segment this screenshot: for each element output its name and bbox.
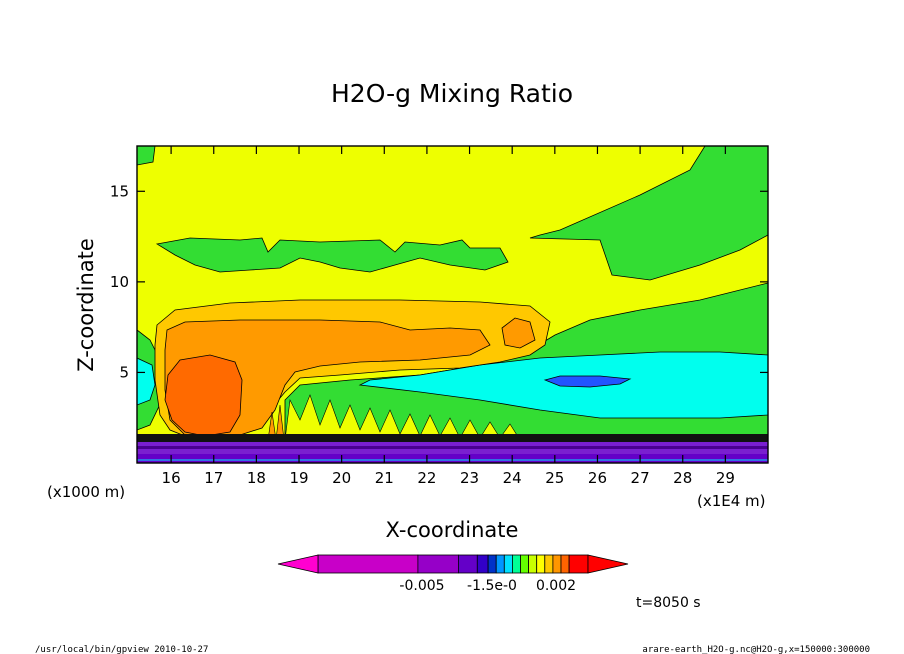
- x-unit-label: (x1000 m): [47, 483, 125, 501]
- chart-title: H2O-g Mixing Ratio: [331, 79, 573, 108]
- x-axis-label: X-coordinate: [386, 518, 519, 542]
- colorbar-segment: [476, 554, 489, 574]
- x-axis: 16 17 18 19 20 21 22 23 24 25 26 27 28 29: [162, 146, 735, 487]
- footer-right: arare-earth_H2O-g.nc@H2O-g,x=150000:3000…: [642, 645, 870, 654]
- colorbar-segment: [536, 554, 546, 574]
- x-tick-label: 22: [417, 469, 436, 487]
- colorbar-tick-label: -0.005: [399, 578, 444, 594]
- colorbar-segment: [503, 554, 513, 574]
- y-axis: 5 10 15: [110, 182, 768, 381]
- x-tick-label: 25: [545, 469, 564, 487]
- colorbar-segment: [560, 554, 570, 574]
- y-axis-label: Z-coordinate: [74, 238, 98, 372]
- plot-area: [137, 146, 768, 463]
- region-green-upper-left: [137, 146, 156, 166]
- x-tick-label: 16: [162, 469, 181, 487]
- x-tick-label: 26: [588, 469, 607, 487]
- x-tick-label: 19: [289, 469, 308, 487]
- x-tick-label: 17: [204, 469, 223, 487]
- colorbar-segment: [512, 554, 521, 574]
- colorbar-segment: [552, 554, 562, 574]
- region-orange-small: [501, 317, 536, 349]
- x-tick-label: 23: [460, 469, 479, 487]
- region-orange: [164, 319, 491, 439]
- region-yellow-spikes: [284, 394, 521, 441]
- x-tick-label: 18: [247, 469, 266, 487]
- plot-frame: [136, 145, 769, 464]
- colorbar-segment: [487, 554, 497, 574]
- boundary-layer-black: [137, 434, 768, 442]
- colorbar-segment: [417, 554, 459, 574]
- colorbar-arrow-right: [587, 554, 629, 574]
- region-dark-orange: [164, 354, 243, 437]
- y-tick-label: 15: [110, 182, 129, 200]
- region-green-upper-right: [529, 146, 768, 281]
- colorbar-segment: [317, 554, 419, 574]
- colorbar-segment: [528, 554, 538, 574]
- x-tick-label: 20: [332, 469, 351, 487]
- region-cyan: [137, 357, 156, 406]
- colorbar-labels: -0.005 -1.5e-0 0.002: [399, 578, 576, 594]
- x-tick-label: 28: [673, 469, 692, 487]
- colorbar-segment: [457, 554, 478, 574]
- colorbar-segment: [568, 554, 589, 574]
- time-label: t=8050 s: [636, 595, 701, 611]
- x-tick-label: 29: [716, 469, 735, 487]
- colorbar-segment: [495, 554, 505, 574]
- y-tick-label: 10: [110, 273, 129, 291]
- x-tick-label: 21: [375, 469, 394, 487]
- colorbar-segment: [520, 554, 529, 574]
- x-multiplier-label: (x1E4 m): [697, 492, 766, 510]
- region-green-band-1: [155, 237, 509, 273]
- x-tick-label: 24: [503, 469, 522, 487]
- y-tick-label: 5: [119, 363, 129, 381]
- footer-left: /usr/local/bin/gpview 2010-10-27: [35, 645, 208, 654]
- colorbar-tick-label: 0.002: [536, 578, 576, 594]
- colorbar: [277, 554, 629, 574]
- colorbar-arrow-left: [277, 554, 319, 574]
- colorbar-segment: [544, 554, 554, 574]
- region-surface-band: [137, 454, 768, 463]
- region-purple-dark-band: [137, 446, 768, 449]
- colorbar-tick-label: -1.5e-0: [467, 578, 517, 594]
- x-tick-label: 27: [631, 469, 650, 487]
- region-blue: [543, 375, 632, 388]
